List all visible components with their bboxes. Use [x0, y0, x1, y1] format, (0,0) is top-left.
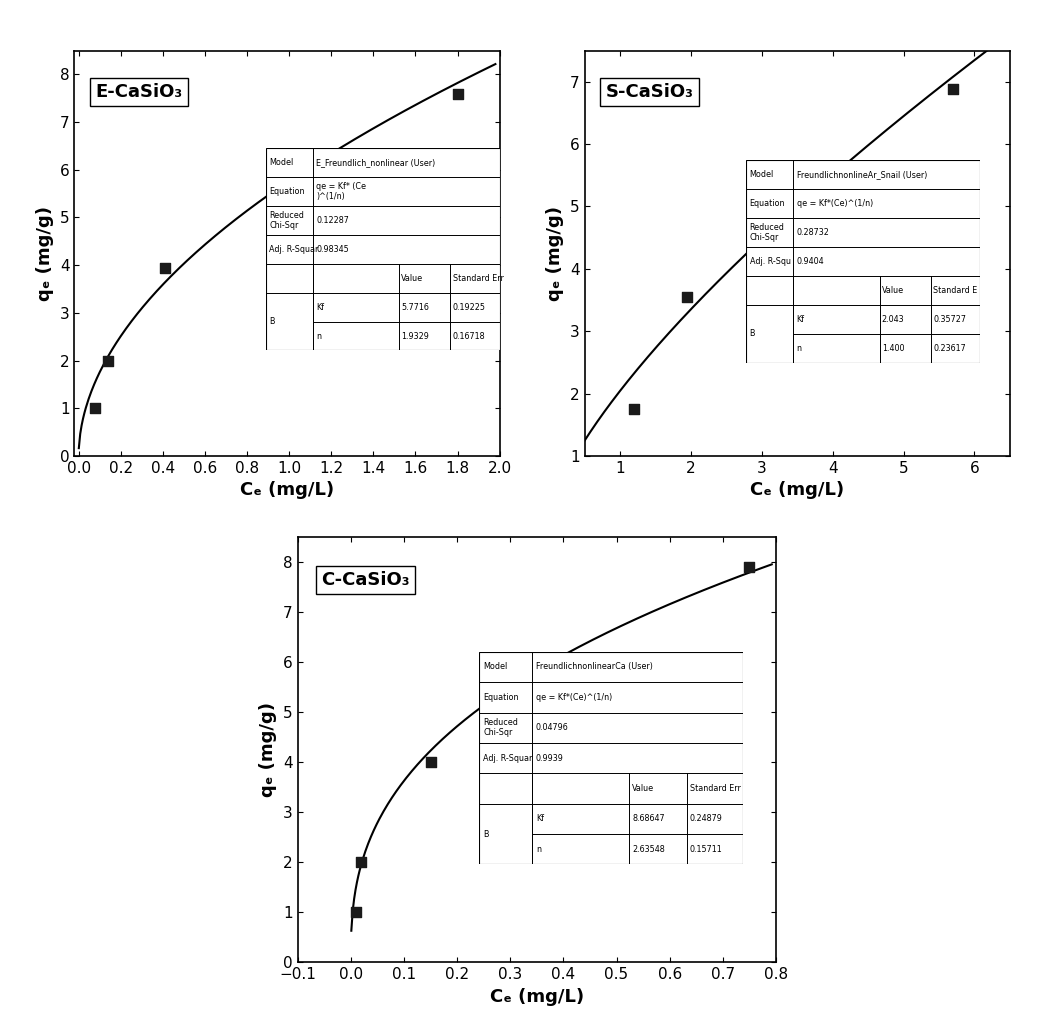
Text: C-CaSiO₃: C-CaSiO₃: [322, 571, 410, 589]
Point: [449, 85, 466, 101]
Point: [422, 754, 439, 770]
Point: [353, 854, 370, 870]
Y-axis label: qₑ (mg/g): qₑ (mg/g): [259, 702, 277, 797]
Point: [156, 259, 173, 276]
Point: [100, 353, 117, 369]
Point: [87, 400, 104, 416]
Point: [534, 654, 551, 671]
X-axis label: Cₑ (mg/L): Cₑ (mg/L): [240, 481, 334, 499]
Point: [679, 289, 696, 305]
Point: [741, 559, 758, 575]
Point: [789, 181, 806, 198]
Point: [945, 81, 962, 97]
X-axis label: Cₑ (mg/L): Cₑ (mg/L): [490, 988, 584, 1006]
Text: E-CaSiO₃: E-CaSiO₃: [96, 83, 183, 101]
Point: [626, 401, 643, 417]
Text: S-CaSiO₃: S-CaSiO₃: [606, 83, 694, 101]
Point: [348, 905, 365, 921]
Y-axis label: qₑ (mg/g): qₑ (mg/g): [546, 206, 564, 301]
Point: [274, 171, 291, 187]
Y-axis label: qₑ (mg/g): qₑ (mg/g): [36, 206, 54, 301]
X-axis label: Cₑ (mg/L): Cₑ (mg/L): [750, 481, 844, 499]
